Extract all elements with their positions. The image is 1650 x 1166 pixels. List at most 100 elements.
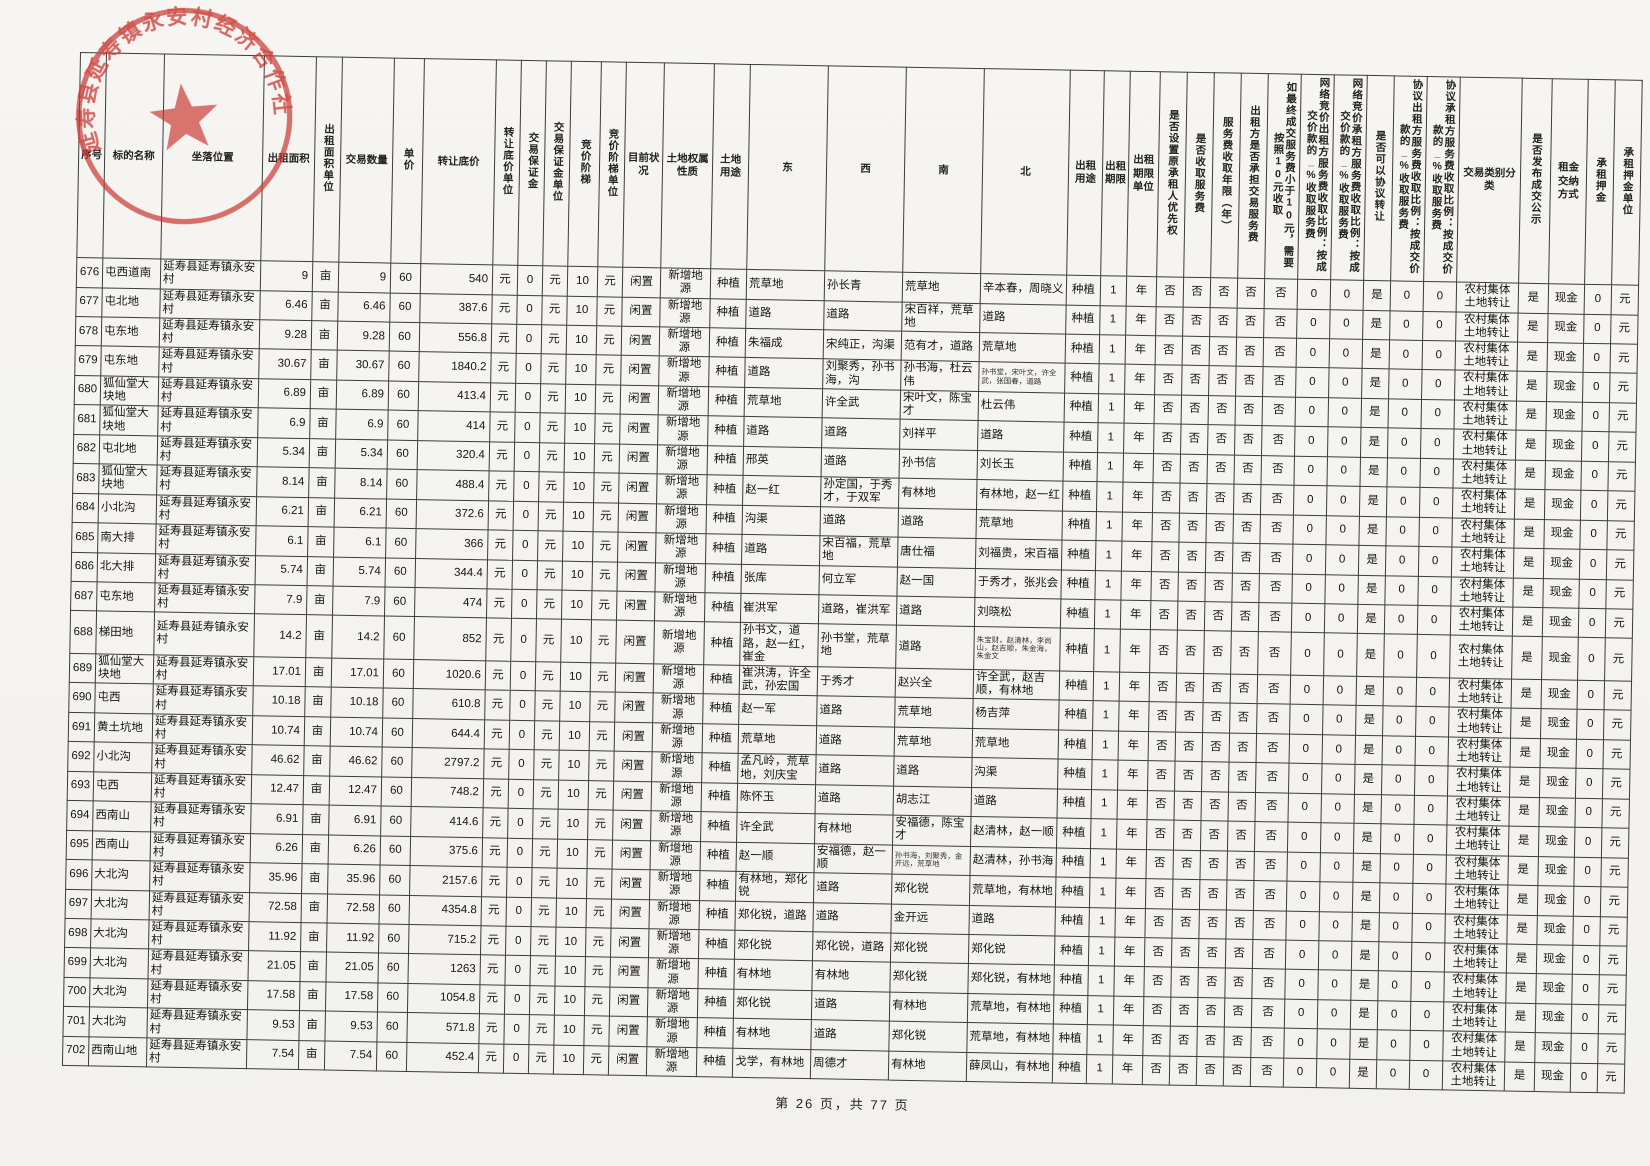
table-cell: 元	[596, 325, 622, 356]
table-cell: 种植	[710, 268, 747, 299]
table-cell: 414.6	[410, 806, 484, 838]
table-cell: 荒草地，有林地	[967, 993, 1054, 1025]
table-cell: 9.53	[246, 1009, 300, 1041]
col-header-7: 转让底价	[420, 58, 497, 266]
table-cell: 有林地	[811, 961, 891, 992]
table-cell: 大北沟	[91, 859, 151, 891]
table-cell: 赵兴全	[895, 668, 974, 699]
table-cell: 否	[1209, 336, 1237, 367]
table-cell: 元	[589, 692, 616, 723]
table-cell: 是	[1353, 823, 1381, 854]
table-cell: 60	[382, 717, 413, 748]
table-cell: 否	[1144, 937, 1172, 968]
table-cell: 是	[1507, 885, 1538, 916]
table-cell: 元	[540, 383, 566, 414]
table-cell: 否	[1181, 365, 1210, 396]
table-cell: 10	[554, 985, 585, 1016]
table-cell: 是	[1505, 973, 1537, 1004]
table-cell: 是	[1512, 577, 1544, 608]
col-header-label: 协议出租方服务费收取比例：按成交价款的_%收取服务费	[1397, 78, 1424, 275]
table-cell: 否	[1233, 484, 1261, 515]
table-cell: 0	[1289, 704, 1324, 735]
table-cell: 郑化锐，道路	[812, 931, 891, 963]
table-cell: 0	[1380, 824, 1414, 855]
table-cell: 60	[385, 528, 417, 559]
table-cell: 元	[585, 898, 612, 929]
table-cell: 60	[378, 923, 410, 954]
table-cell: 否	[1154, 365, 1183, 396]
table-cell: 0	[1376, 1059, 1410, 1090]
table-cell: 1	[1099, 305, 1127, 336]
table-cell: 郑化锐，有林地	[967, 963, 1055, 995]
table-cell: 6.46	[337, 291, 391, 323]
table-cell: 2157.6	[409, 865, 483, 897]
table-cell: 种植	[1062, 481, 1098, 512]
table-cell: 是	[1350, 1000, 1378, 1031]
table-cell: 元	[1610, 314, 1639, 345]
table-cell: 0	[510, 661, 536, 692]
table-cell: 种植	[1056, 818, 1092, 849]
table-cell: 0	[503, 1043, 529, 1074]
table-cell: 延寿县延寿镇永安村	[157, 435, 258, 467]
table-cell: 0	[1378, 912, 1413, 943]
table-cell: 孙书堂，荒草地	[817, 624, 897, 669]
table-cell: 0	[1579, 519, 1608, 550]
table-cell: 10	[560, 662, 591, 693]
table-cell: 郑化锐	[888, 1021, 968, 1053]
table-cell: 17.01	[253, 656, 306, 688]
table-cell: 否	[1199, 879, 1227, 910]
table-cell: 金开远	[890, 903, 970, 935]
table-cell: 687	[70, 581, 98, 612]
table-cell: 60	[386, 469, 418, 500]
table-cell: 60	[377, 953, 409, 984]
table-cell: 有林地	[898, 478, 978, 510]
table-cell: 亩	[303, 775, 330, 806]
table-cell: 元	[1607, 461, 1636, 492]
table-cell: 540	[420, 263, 493, 295]
table-cell: 0	[509, 720, 535, 751]
table-cell: 孙书信	[899, 448, 978, 480]
table-cell: 否	[1237, 278, 1265, 309]
table-cell: 屯东地	[96, 581, 156, 613]
table-cell: 否	[1175, 702, 1204, 733]
table-cell: 大北沟	[88, 1007, 148, 1038]
table-cell: 闲置	[619, 443, 658, 475]
table-cell: 否	[1251, 998, 1285, 1029]
table-cell: 10	[563, 472, 595, 503]
col-header-label: 网络竞价承租方服务费收取比例：按成交价款的_%收取服务费	[1336, 77, 1364, 274]
table-cell: 1	[1087, 966, 1115, 996]
table-cell: 否	[1229, 703, 1258, 734]
table-cell: 是	[1350, 970, 1379, 1001]
table-cell: 0	[1412, 854, 1447, 885]
table-cell: 范有才，道路	[901, 331, 980, 362]
table-cell: 0	[1571, 1004, 1599, 1034]
table-cell: 现金	[1544, 460, 1582, 491]
table-cell: 7.9	[254, 584, 308, 615]
table-cell: 否	[1224, 997, 1252, 1028]
table-cell: 新增地源	[654, 562, 706, 593]
table-cell: 10	[554, 956, 586, 987]
table-cell: 亩	[311, 320, 338, 351]
table-cell: 35.96	[327, 864, 381, 895]
table-cell: 0	[511, 589, 538, 620]
col-header-label: 出租方是否承担交易服务费	[1246, 104, 1262, 244]
table-cell: 0	[1570, 1033, 1599, 1064]
col-header-label: 竞价阶梯	[579, 138, 592, 186]
table-cell: 0	[516, 324, 542, 355]
table-cell: 0	[1324, 574, 1359, 605]
table-cell: 郑化锐	[889, 962, 969, 994]
table-cell: 元	[1607, 490, 1635, 521]
table-cell: 否	[1176, 630, 1205, 674]
table-cell: 是	[1514, 489, 1545, 520]
table-cell: 1	[1098, 364, 1126, 395]
table-cell: 是	[1506, 914, 1538, 945]
table-cell: 屯东地	[101, 316, 160, 348]
table-cell: 延寿县延寿镇永安村	[150, 831, 251, 863]
table-cell: 689	[69, 653, 96, 684]
table-cell: 周德才	[810, 1049, 889, 1081]
table-cell: 17.58	[325, 981, 378, 1013]
table-cell: 道路，崔洪军	[818, 594, 897, 626]
table-cell: 元	[491, 294, 518, 325]
table-cell: 元	[532, 808, 559, 839]
col-header-8: 转让底价单位	[492, 59, 522, 266]
